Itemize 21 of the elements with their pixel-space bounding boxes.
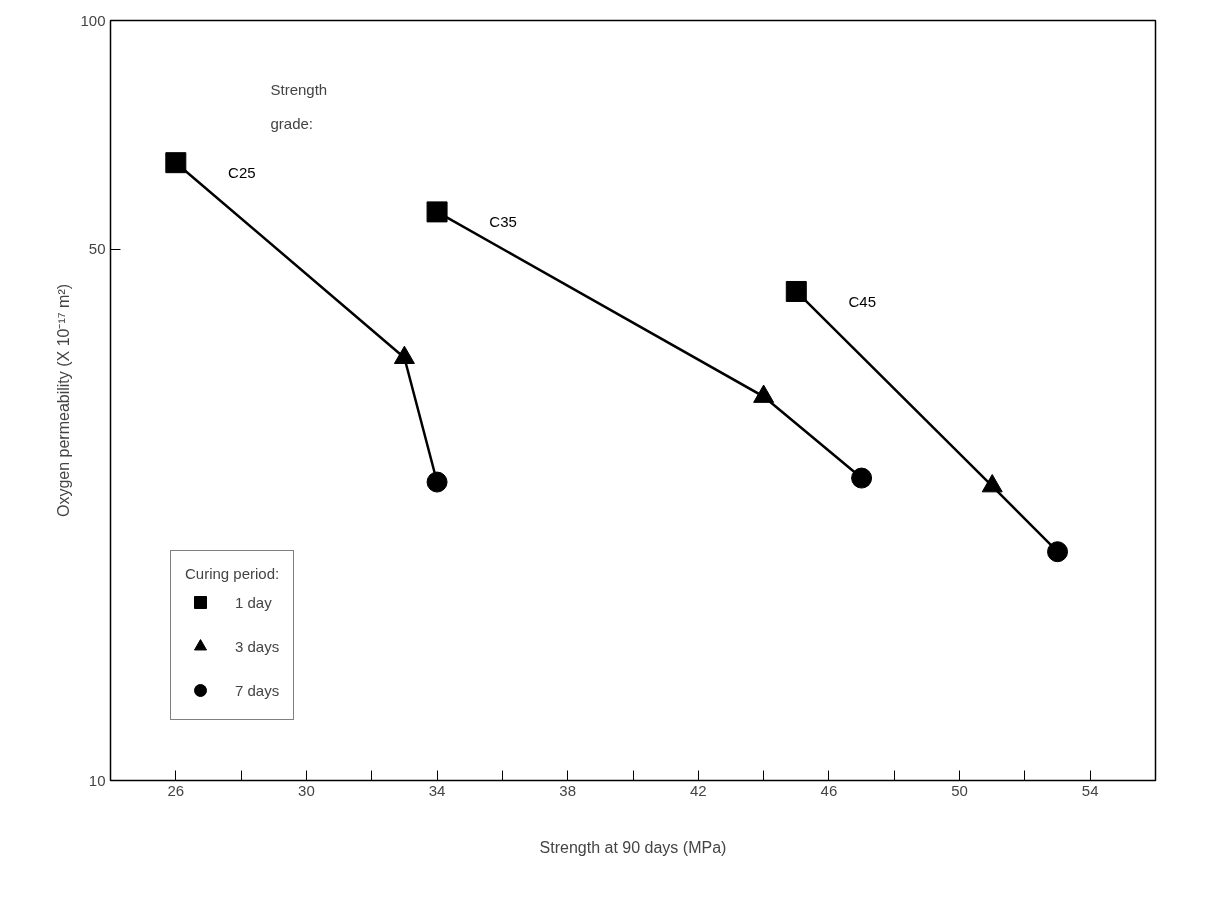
legend-label: 7 days — [235, 681, 280, 699]
x-tick-label: 34 — [428, 781, 446, 799]
x-tick-label: 50 — [951, 781, 968, 799]
x-tick-label: 54 — [1081, 781, 1099, 799]
series-label: C35 — [489, 213, 517, 231]
legend-title: Curing period: — [185, 565, 280, 582]
legend-label: 1 day — [235, 593, 272, 611]
series-label: C45 — [848, 293, 877, 311]
x-tick-label: 26 — [167, 781, 185, 799]
y-tick-label: 10 — [88, 771, 106, 789]
y-tick-label: 100 — [80, 11, 106, 29]
y-tick-label: 50 — [88, 240, 106, 258]
x-tick-label: 38 — [559, 781, 577, 799]
annotation: Strength grade: — [270, 80, 328, 132]
y-axis-title: Oxygen permeability (X 10⁻¹⁷ m²) — [55, 283, 73, 518]
x-tick-label: 30 — [298, 781, 315, 799]
x-tick-label: 46 — [820, 781, 838, 799]
x-tick-label: 42 — [689, 781, 707, 799]
series-label: C25 — [228, 164, 256, 182]
legend-label: 3 days — [235, 637, 280, 655]
x-axis-title: Strength at 90 days (MPa) — [539, 838, 727, 856]
